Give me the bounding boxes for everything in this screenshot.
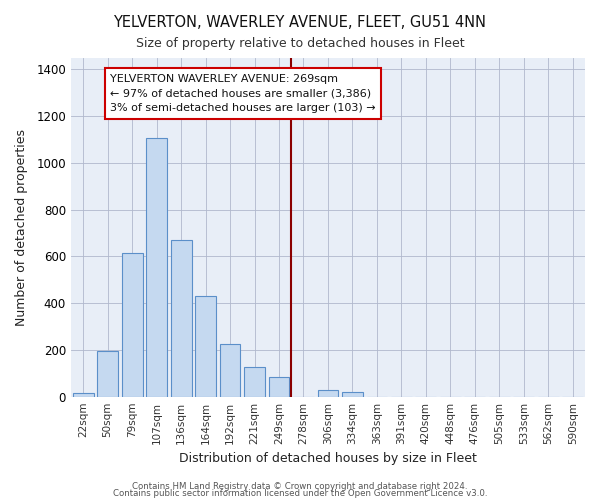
Bar	[269, 377, 289, 396]
Bar	[122, 253, 143, 396]
Bar	[170, 240, 191, 396]
Text: Contains public sector information licensed under the Open Government Licence v3: Contains public sector information licen…	[113, 489, 487, 498]
Bar	[244, 368, 265, 396]
Text: YELVERTON WAVERLEY AVENUE: 269sqm
← 97% of detached houses are smaller (3,386)
3: YELVERTON WAVERLEY AVENUE: 269sqm ← 97% …	[110, 74, 376, 114]
Bar	[317, 390, 338, 396]
Bar	[73, 393, 94, 396]
Bar	[146, 138, 167, 396]
Bar	[220, 344, 241, 397]
Text: Contains HM Land Registry data © Crown copyright and database right 2024.: Contains HM Land Registry data © Crown c…	[132, 482, 468, 491]
Bar	[97, 351, 118, 397]
Bar	[195, 296, 216, 396]
Text: Size of property relative to detached houses in Fleet: Size of property relative to detached ho…	[136, 38, 464, 51]
Bar	[342, 392, 363, 396]
Text: YELVERTON, WAVERLEY AVENUE, FLEET, GU51 4NN: YELVERTON, WAVERLEY AVENUE, FLEET, GU51 …	[113, 15, 487, 30]
Y-axis label: Number of detached properties: Number of detached properties	[15, 128, 28, 326]
X-axis label: Distribution of detached houses by size in Fleet: Distribution of detached houses by size …	[179, 452, 477, 465]
